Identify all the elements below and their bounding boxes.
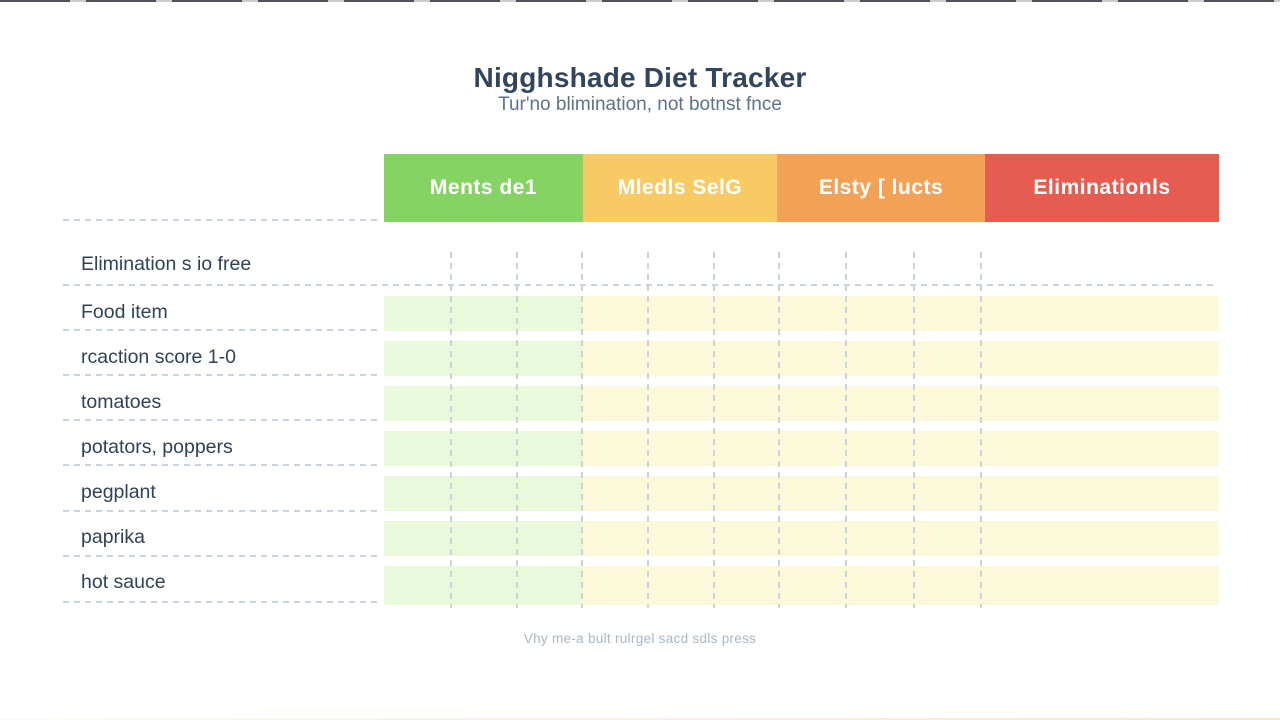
cell-yellow-segment xyxy=(583,296,1219,331)
row-label: hot sauce xyxy=(81,571,166,593)
row-label: Elimination s io free xyxy=(81,253,252,275)
column-header-orange: Elsty [ lucts xyxy=(777,154,985,222)
cell-yellow-segment xyxy=(583,386,1219,421)
cell-green-segment xyxy=(384,296,583,331)
table-row: hot sauce xyxy=(65,555,380,600)
grid-hline xyxy=(63,419,378,421)
table-row: tomatoes xyxy=(65,375,380,420)
cell-yellow-segment xyxy=(583,566,1219,605)
row-label: rcaction score 1-0 xyxy=(81,346,236,368)
cell-green-segment xyxy=(384,521,583,556)
row-cells-band xyxy=(384,521,1219,556)
column-header-row: Ments de1 Mledls SelG Elsty [ lucts Elim… xyxy=(384,154,1219,222)
grid-vline xyxy=(980,252,982,608)
column-header-green: Ments de1 xyxy=(384,154,583,222)
table-row: Food item xyxy=(65,285,380,330)
row-label: pegplant xyxy=(81,481,156,503)
grid-vline xyxy=(845,252,847,608)
table-row: Elimination s io free xyxy=(65,220,380,285)
table-row: rcaction score 1-0 xyxy=(65,330,380,375)
row-cells-band xyxy=(384,476,1219,511)
grid-hline xyxy=(63,219,378,221)
cell-green-segment xyxy=(384,476,583,511)
row-cells-band xyxy=(384,566,1219,605)
table-row: potators, poppers xyxy=(65,420,380,465)
cell-yellow-segment xyxy=(583,431,1219,466)
cell-yellow-segment xyxy=(583,521,1219,556)
row-label: potators, poppers xyxy=(81,436,233,458)
grid-hline xyxy=(63,464,378,466)
top-edge-line xyxy=(0,0,1280,2)
table-row: pegplant xyxy=(65,465,380,510)
row-cells-band xyxy=(384,296,1219,331)
cell-green-segment xyxy=(384,386,583,421)
table-row: paprika xyxy=(65,510,380,555)
cell-green-segment xyxy=(384,341,583,376)
grid-hline xyxy=(63,555,378,557)
cell-green-segment xyxy=(384,566,583,605)
grid-vline xyxy=(913,252,915,608)
page-subtitle: Tur'no blimination, not botnst fnce xyxy=(498,94,782,115)
cell-green-segment xyxy=(384,431,583,466)
row-label: paprika xyxy=(81,526,145,548)
footer-note: Vhy me-a bult rulrgel sacd sdls press xyxy=(523,631,757,646)
row-cells-band xyxy=(384,386,1219,421)
cell-yellow-segment xyxy=(583,476,1219,511)
grid-vline xyxy=(647,252,649,608)
grid-vline xyxy=(581,252,583,608)
grid-vline xyxy=(450,252,452,608)
grid-hline xyxy=(63,374,378,376)
grid-vline xyxy=(713,252,715,608)
grid-vline xyxy=(778,252,780,608)
column-header-red: Eliminationls xyxy=(985,154,1219,222)
grid-hline xyxy=(63,329,378,331)
bottom-edge-line xyxy=(0,718,1280,720)
column-header-yellow: Mledls SelG xyxy=(583,154,777,222)
grid-hline xyxy=(63,510,378,512)
grid-hline xyxy=(63,601,378,603)
grid-hline xyxy=(63,284,1218,286)
row-label: Food item xyxy=(81,301,168,323)
grid-vline xyxy=(516,252,518,608)
row-label-column: Elimination s io free Food item rcaction… xyxy=(65,220,380,600)
row-cells-band xyxy=(384,341,1219,376)
row-label: tomatoes xyxy=(81,391,162,413)
row-cells-band xyxy=(384,431,1219,466)
page-title: Nigghshade Diet Tracker xyxy=(473,62,807,93)
cell-yellow-segment xyxy=(583,341,1219,376)
